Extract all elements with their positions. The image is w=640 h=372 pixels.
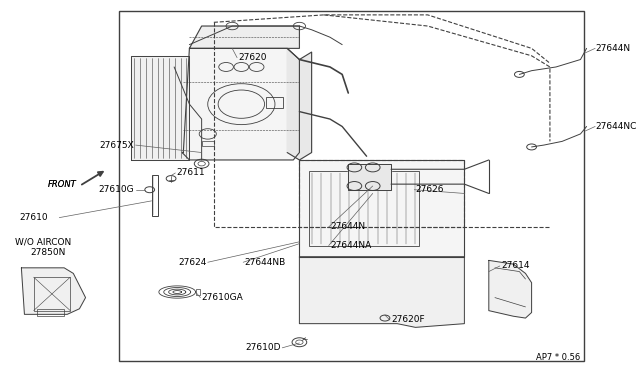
Text: 27611: 27611 [176, 169, 205, 177]
Polygon shape [300, 160, 465, 257]
Polygon shape [287, 48, 312, 160]
Text: FRONT: FRONT [47, 180, 76, 189]
Text: 27614: 27614 [501, 262, 529, 270]
Text: 27644NC: 27644NC [596, 122, 637, 131]
Polygon shape [489, 260, 532, 318]
Polygon shape [131, 56, 189, 160]
Text: 27626: 27626 [415, 185, 444, 194]
Polygon shape [189, 26, 300, 48]
Polygon shape [21, 268, 86, 314]
Text: 27675X: 27675X [100, 141, 134, 150]
Text: 27644NA: 27644NA [330, 241, 371, 250]
Text: 27850N: 27850N [31, 248, 66, 257]
Bar [36, 309, 64, 316]
Bar [266, 97, 283, 108]
Bar [196, 289, 200, 295]
Bar [202, 141, 214, 146]
Text: 27610GA: 27610GA [202, 293, 243, 302]
Polygon shape [182, 48, 300, 160]
Text: 27610: 27610 [19, 213, 47, 222]
Text: AP7 * 0.56: AP7 * 0.56 [536, 353, 580, 362]
Bar [119, 11, 584, 361]
Polygon shape [300, 257, 465, 327]
Text: W/O AIRCON: W/O AIRCON [15, 237, 72, 246]
Text: 27620: 27620 [238, 53, 267, 62]
Bar [34, 277, 70, 311]
Text: FRONT: FRONT [47, 180, 76, 189]
Text: 27644N: 27644N [330, 222, 365, 231]
Text: 27644N: 27644N [596, 44, 631, 53]
Text: 27610D: 27610D [246, 343, 281, 352]
Bar [152, 175, 157, 216]
Polygon shape [348, 164, 391, 190]
Bar [308, 171, 419, 246]
Text: 27620F: 27620F [391, 315, 425, 324]
Text: 27644NB: 27644NB [244, 258, 285, 267]
Text: 27610G: 27610G [99, 185, 134, 194]
Text: 27624: 27624 [178, 258, 207, 267]
